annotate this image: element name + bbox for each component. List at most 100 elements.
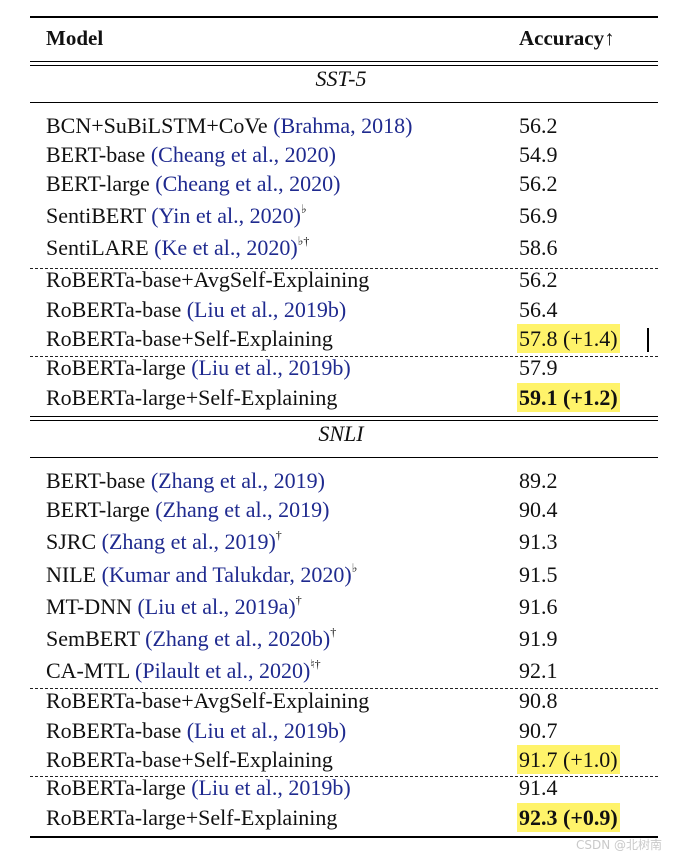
model-cell: RoBERTa-large+Self-Explaining [46, 803, 337, 832]
header-accuracy: Accuracy↑ [519, 26, 615, 50]
model-cell: BERT-large (Cheang et al., 2020) [46, 169, 340, 198]
citation-link[interactable]: (Liu et al., 2019b) [186, 718, 347, 743]
table-row: RoBERTa-large+Self-Explaining 59.1 (+1.2) [0, 383, 682, 412]
accuracy-cell: 91.7 (+1.0) [517, 745, 620, 774]
model-cell: NILE (Kumar and Talukdar, 2020)♭ [46, 560, 357, 589]
accuracy-cell: 54.9 [519, 142, 558, 167]
model-name: MT-DNN [46, 594, 138, 619]
model-name: RoBERTa-large+Self-Explaining [46, 805, 338, 830]
table-row: RoBERTa-large+Self-Explaining 92.3 (+0.9) [0, 803, 682, 832]
section-title-sst5: SST-5 [315, 66, 367, 91]
model-name: RoBERTa-base [46, 718, 187, 743]
model-cell: RoBERTa-base+Self-Explaining [46, 745, 333, 774]
model-name: SentiBERT [46, 203, 152, 228]
table-row: RoBERTa-base+AvgSelf-Explaining 56.2 [0, 265, 682, 294]
model-name: RoBERTa-large [46, 775, 192, 800]
header-model: Model [46, 26, 104, 50]
model-cell: SemBERT (Zhang et al., 2020b)† [46, 624, 336, 653]
table-row: RoBERTa-base+Self-Explaining 57.8 (+1.4) [0, 324, 682, 353]
table-row: SentiBERT (Yin et al., 2020)♭ 56.9 [0, 201, 682, 230]
top-rule [30, 16, 658, 18]
citation-link[interactable]: (Cheang et al., 2020) [150, 142, 336, 167]
citation-link[interactable]: (Zhang et al., 2020b) [145, 626, 331, 651]
section-rule [30, 416, 658, 417]
model-name: SemBERT [46, 626, 146, 651]
table-row: SJRC (Zhang et al., 2019)† 91.3 [0, 527, 682, 556]
table-row: RoBERTa-base (Liu et al., 2019b) 56.4 [0, 295, 682, 324]
table-row: RoBERTa-base+AvgSelf-Explaining 90.8 [0, 686, 682, 715]
model-name: BCN+SuBiLSTM+CoVe [46, 113, 274, 138]
table-row: SemBERT (Zhang et al., 2020b)† 91.9 [0, 624, 682, 653]
model-name: BERT-large [46, 497, 156, 522]
accuracy-cell: 58.6 [519, 235, 558, 260]
watermark: CSDN @北树南 [575, 838, 662, 852]
section-rule [30, 102, 658, 103]
citation-link[interactable]: (Zhang et al., 2019) [101, 529, 276, 554]
model-cell: RoBERTa-base (Liu et al., 2019b) [46, 716, 346, 745]
model-cell: RoBERTa-base+Self-Explaining [46, 324, 333, 353]
citation-link[interactable]: (Kumar and Talukdar, 2020) [101, 562, 352, 587]
model-cell: RoBERTa-base+AvgSelf-Explaining [46, 265, 369, 294]
model-name: RoBERTa-large+Self-Explaining [46, 385, 338, 410]
accuracy-cell: 92.1 [519, 658, 558, 683]
accuracy-cell: 91.3 [519, 529, 558, 554]
header-rule-double [30, 65, 658, 66]
model-name: BERT-base [46, 468, 151, 493]
accuracy-cell: 90.4 [519, 497, 558, 522]
model-name: RoBERTa-base+Self-Explaining [46, 747, 333, 772]
table-row: BERT-large (Zhang et al., 2019) 90.4 [0, 495, 682, 524]
model-name: RoBERTa-base [46, 297, 187, 322]
model-cell: CA-MTL (Pilault et al., 2020)♮† [46, 656, 321, 685]
citation-link[interactable]: (Yin et al., 2020) [151, 203, 301, 228]
footnote-mark: † [275, 527, 282, 542]
model-cell: SJRC (Zhang et al., 2019)† [46, 527, 282, 556]
accuracy-cell: 91.5 [519, 562, 558, 587]
citation-link[interactable]: (Liu et al., 2019a) [137, 594, 296, 619]
footnote-mark: † [295, 592, 302, 607]
header-rule [30, 61, 658, 62]
accuracy-cell: 56.9 [519, 203, 558, 228]
citation-link[interactable]: (Cheang et al., 2020) [155, 171, 341, 196]
model-cell: MT-DNN (Liu et al., 2019a)† [46, 592, 302, 621]
model-name: RoBERTa-base+Self-Explaining [46, 326, 333, 351]
model-cell: RoBERTa-base+AvgSelf-Explaining [46, 686, 369, 715]
table-row: RoBERTa-large (Liu et al., 2019b) 91.4 [0, 773, 682, 802]
model-cell: RoBERTa-large (Liu et al., 2019b) [46, 773, 351, 802]
accuracy-cell: 56.4 [519, 297, 558, 322]
accuracy-cell: 56.2 [519, 267, 558, 292]
citation-link[interactable]: (Liu et al., 2019b) [191, 355, 351, 380]
accuracy-cell: 57.8 (+1.4) [517, 324, 620, 353]
table-row: CA-MTL (Pilault et al., 2020)♮† 92.1 [0, 656, 682, 685]
citation-link[interactable]: (Brahma, 2018) [273, 113, 413, 138]
citation-link[interactable]: (Ke et al., 2020) [154, 235, 298, 260]
accuracy-cell: 57.9 [519, 355, 558, 380]
citation-link[interactable]: (Zhang et al., 2019) [155, 497, 330, 522]
citation-link[interactable]: (Liu et al., 2019b) [191, 775, 351, 800]
table-row: SentiLARE (Ke et al., 2020)♭† 58.6 [0, 233, 682, 262]
model-cell: BERT-large (Zhang et al., 2019) [46, 495, 329, 524]
model-cell: SentiBERT (Yin et al., 2020)♭ [46, 201, 307, 230]
model-cell: BCN+SuBiLSTM+CoVe (Brahma, 2018) [46, 111, 412, 140]
model-name: NILE [46, 562, 102, 587]
table-row: MT-DNN (Liu et al., 2019a)† 91.6 [0, 592, 682, 621]
table-row: BERT-base (Cheang et al., 2020) 54.9 [0, 140, 682, 169]
model-name: SentiLARE [46, 235, 155, 260]
table-row: RoBERTa-large (Liu et al., 2019b) 57.9 [0, 353, 682, 382]
footnote-mark: ♭ [351, 560, 358, 575]
model-cell: RoBERTa-large+Self-Explaining [46, 383, 337, 412]
accuracy-cell: 56.2 [519, 113, 558, 138]
model-name: BERT-large [46, 171, 156, 196]
citation-link[interactable]: (Liu et al., 2019b) [186, 297, 347, 322]
citation-link[interactable]: (Zhang et al., 2019) [150, 468, 325, 493]
dashed-separator [30, 268, 658, 269]
model-cell: BERT-base (Zhang et al., 2019) [46, 466, 325, 495]
table-row: RoBERTa-base (Liu et al., 2019b) 90.7 [0, 716, 682, 745]
footnote-mark: ♭† [297, 233, 310, 248]
accuracy-cell: 90.7 [519, 718, 558, 743]
dashed-separator [30, 776, 658, 777]
section-rule [30, 457, 658, 458]
footnote-mark: ♭ [300, 201, 307, 216]
accuracy-cell: 89.2 [519, 468, 558, 493]
citation-link[interactable]: (Pilault et al., 2020) [135, 658, 311, 683]
section-rule-double [30, 420, 658, 421]
